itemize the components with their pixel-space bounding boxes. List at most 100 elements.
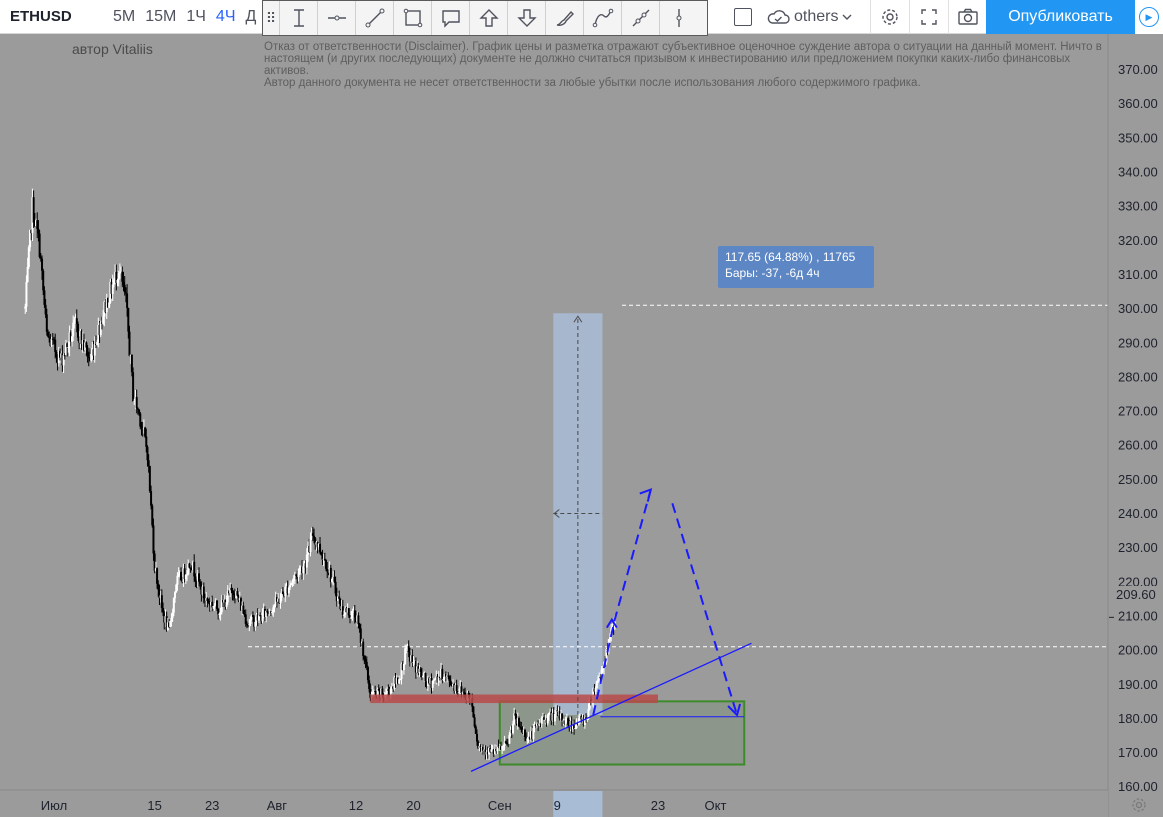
candle bbox=[35, 220, 38, 227]
candle bbox=[133, 400, 136, 402]
candle bbox=[595, 681, 598, 689]
interval-5m[interactable]: 5М bbox=[113, 8, 136, 25]
snapshot-button[interactable] bbox=[948, 0, 987, 34]
brush-tool[interactable] bbox=[545, 1, 583, 35]
trend-line-tool[interactable] bbox=[355, 1, 393, 35]
candle bbox=[326, 568, 329, 572]
fullscreen-icon bbox=[921, 9, 938, 25]
candle bbox=[207, 601, 210, 603]
candle bbox=[358, 624, 361, 629]
candle bbox=[303, 563, 306, 567]
candle bbox=[497, 745, 500, 747]
projection-down-leg bbox=[671, 502, 739, 716]
candle bbox=[553, 713, 556, 722]
play-button[interactable]: ▶ bbox=[1135, 0, 1163, 34]
candle bbox=[526, 738, 529, 741]
candle bbox=[316, 542, 319, 548]
interval-1h[interactable]: 1Ч bbox=[186, 8, 206, 25]
interval-1d[interactable]: Д bbox=[245, 8, 257, 25]
candle bbox=[130, 354, 133, 373]
candle bbox=[419, 668, 422, 672]
candle bbox=[504, 741, 507, 743]
candle bbox=[493, 748, 496, 755]
candle bbox=[197, 573, 200, 582]
candle bbox=[25, 281, 28, 307]
checkbox-icon[interactable] bbox=[734, 8, 752, 26]
candle bbox=[394, 677, 397, 684]
candle bbox=[237, 595, 240, 601]
candle bbox=[54, 339, 57, 352]
candle bbox=[429, 678, 432, 684]
candle bbox=[359, 628, 362, 643]
text-cursor-tool[interactable] bbox=[279, 1, 317, 35]
candle bbox=[81, 340, 84, 345]
candle bbox=[378, 690, 381, 698]
chart-settings-icon[interactable] bbox=[1130, 796, 1148, 814]
projection-arrowhead-up bbox=[639, 488, 653, 502]
rectangle-tool[interactable] bbox=[393, 1, 431, 35]
candle bbox=[599, 676, 602, 679]
others-dropdown[interactable]: others bbox=[766, 8, 852, 26]
y-tick-label: 280.00 bbox=[1118, 369, 1158, 384]
projection-arrowhead-down bbox=[727, 703, 742, 717]
horizontal-line-tool[interactable] bbox=[317, 1, 355, 35]
candle bbox=[188, 563, 191, 568]
ray-tool[interactable] bbox=[621, 1, 659, 35]
candle bbox=[533, 725, 536, 728]
path-tool[interactable] bbox=[583, 1, 621, 35]
candle bbox=[406, 645, 409, 648]
y-tick-label: 210.00 bbox=[1118, 608, 1158, 623]
candle bbox=[386, 689, 389, 694]
candle bbox=[489, 747, 492, 752]
candle bbox=[302, 566, 305, 574]
candle bbox=[329, 567, 332, 582]
y-tick-label: 270.00 bbox=[1118, 404, 1158, 419]
candle bbox=[233, 595, 236, 599]
candle bbox=[435, 676, 438, 679]
vertical-line-tool[interactable] bbox=[659, 1, 697, 35]
publish-button[interactable]: Опубликовать bbox=[986, 0, 1135, 34]
candle bbox=[339, 598, 342, 610]
candle bbox=[571, 724, 574, 730]
candle bbox=[201, 586, 204, 595]
arrow-up-tool[interactable] bbox=[469, 1, 507, 35]
candle bbox=[147, 460, 150, 467]
candle bbox=[442, 678, 445, 681]
candle bbox=[299, 566, 302, 569]
candle bbox=[62, 355, 65, 366]
candle bbox=[38, 233, 41, 257]
candle bbox=[565, 718, 568, 720]
candle bbox=[525, 736, 528, 741]
candle bbox=[37, 228, 40, 234]
y-tick-label: 230.00 bbox=[1118, 540, 1158, 555]
arrow-down-tool[interactable] bbox=[507, 1, 545, 35]
candle bbox=[418, 668, 421, 674]
candle bbox=[337, 596, 340, 602]
candle bbox=[601, 668, 604, 670]
candle bbox=[124, 292, 127, 294]
candle bbox=[517, 718, 520, 727]
measure-change: 117.65 (64.88%) , 11765 bbox=[725, 250, 856, 264]
drag-handle-icon[interactable]: ⠿ bbox=[265, 9, 277, 26]
candle bbox=[307, 545, 310, 555]
fullscreen-button[interactable] bbox=[909, 0, 948, 34]
play-icon: ▶ bbox=[1139, 7, 1159, 27]
symbol-label[interactable]: ETHUSD bbox=[10, 8, 72, 25]
candle bbox=[582, 717, 585, 726]
candle bbox=[550, 711, 553, 721]
settings-button[interactable] bbox=[870, 0, 909, 34]
candle bbox=[140, 426, 143, 428]
interval-15m[interactable]: 15М bbox=[145, 8, 177, 25]
candle bbox=[153, 553, 156, 571]
y-tick-label: 350.00 bbox=[1118, 130, 1158, 145]
comment-tool[interactable] bbox=[431, 1, 469, 35]
candle bbox=[64, 343, 67, 356]
candle bbox=[279, 597, 282, 604]
candle bbox=[112, 279, 115, 285]
y-tick-label: 220.00 bbox=[1118, 574, 1158, 589]
candle bbox=[315, 542, 318, 545]
disclaimer-body: Отказ от ответственности (Disclaimer). Г… bbox=[264, 41, 1102, 89]
candle bbox=[414, 660, 417, 673]
interval-4h[interactable]: 4Ч bbox=[215, 8, 236, 25]
